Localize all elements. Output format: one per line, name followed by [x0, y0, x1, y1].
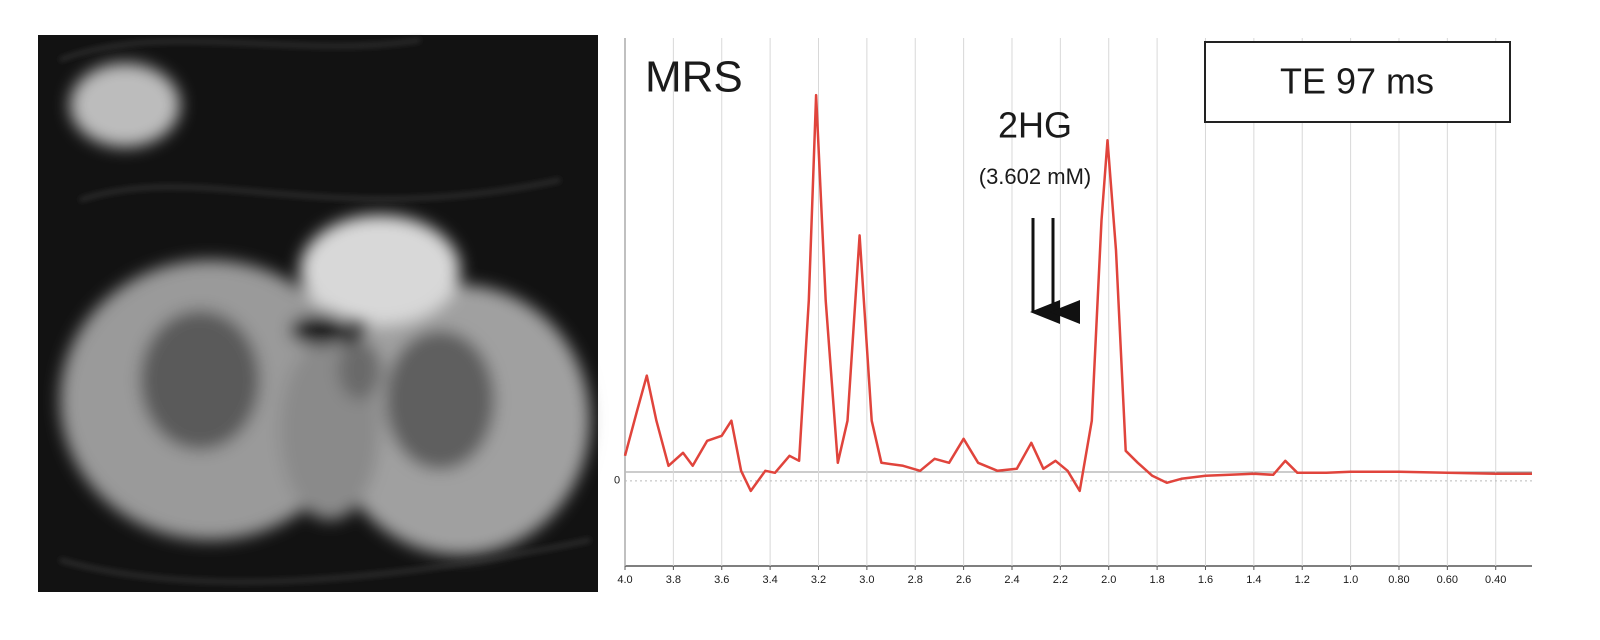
x-tick-label: 3.2 — [811, 574, 826, 586]
x-tick-label: 0.80 — [1388, 574, 1409, 586]
x-tick-label: 1.0 — [1343, 574, 1358, 586]
spectrum: 4.0 3.8 3.6 3.4 3.2 3.0 2.8 2.6 2.4 2.2 2.0 1.8 1.6 1… — [614, 38, 1532, 586]
x-tick-label: 1.6 — [1198, 574, 1213, 586]
x-tick-label: 1.4 — [1246, 574, 1261, 586]
x-tick-label: 4.0 — [617, 574, 632, 586]
x-tick-label: 3.8 — [666, 574, 681, 586]
mri-image — [38, 35, 598, 592]
x-tick-label: 0.40 — [1485, 574, 1506, 586]
x-tick-label: 2.0 — [1101, 574, 1116, 586]
fit-line — [623, 93, 1532, 493]
x-tick-label: 2.6 — [956, 574, 971, 586]
x-tick-label: 2.8 — [908, 574, 923, 586]
x-tick-label: 1.8 — [1149, 574, 1164, 586]
x-tick-label: 2.2 — [1053, 574, 1068, 586]
y-tick-label: 0 — [614, 475, 620, 487]
peak-label: 2HG — [998, 105, 1072, 146]
chart-title: MRS — [645, 53, 743, 102]
te-box — [1204, 41, 1511, 123]
x-tick-label: 1.2 — [1295, 574, 1310, 586]
concentration: (3.602 mM) — [979, 164, 1091, 189]
x-tick-label: 3.6 — [714, 574, 729, 586]
x-tick-label: 0.60 — [1437, 574, 1458, 586]
x-tick-label: 3.4 — [762, 574, 777, 586]
te-label: TE 97 ms — [1280, 61, 1434, 102]
x-tick-label: 2.4 — [1004, 574, 1019, 586]
x-tick-label: 3.0 — [859, 574, 874, 586]
